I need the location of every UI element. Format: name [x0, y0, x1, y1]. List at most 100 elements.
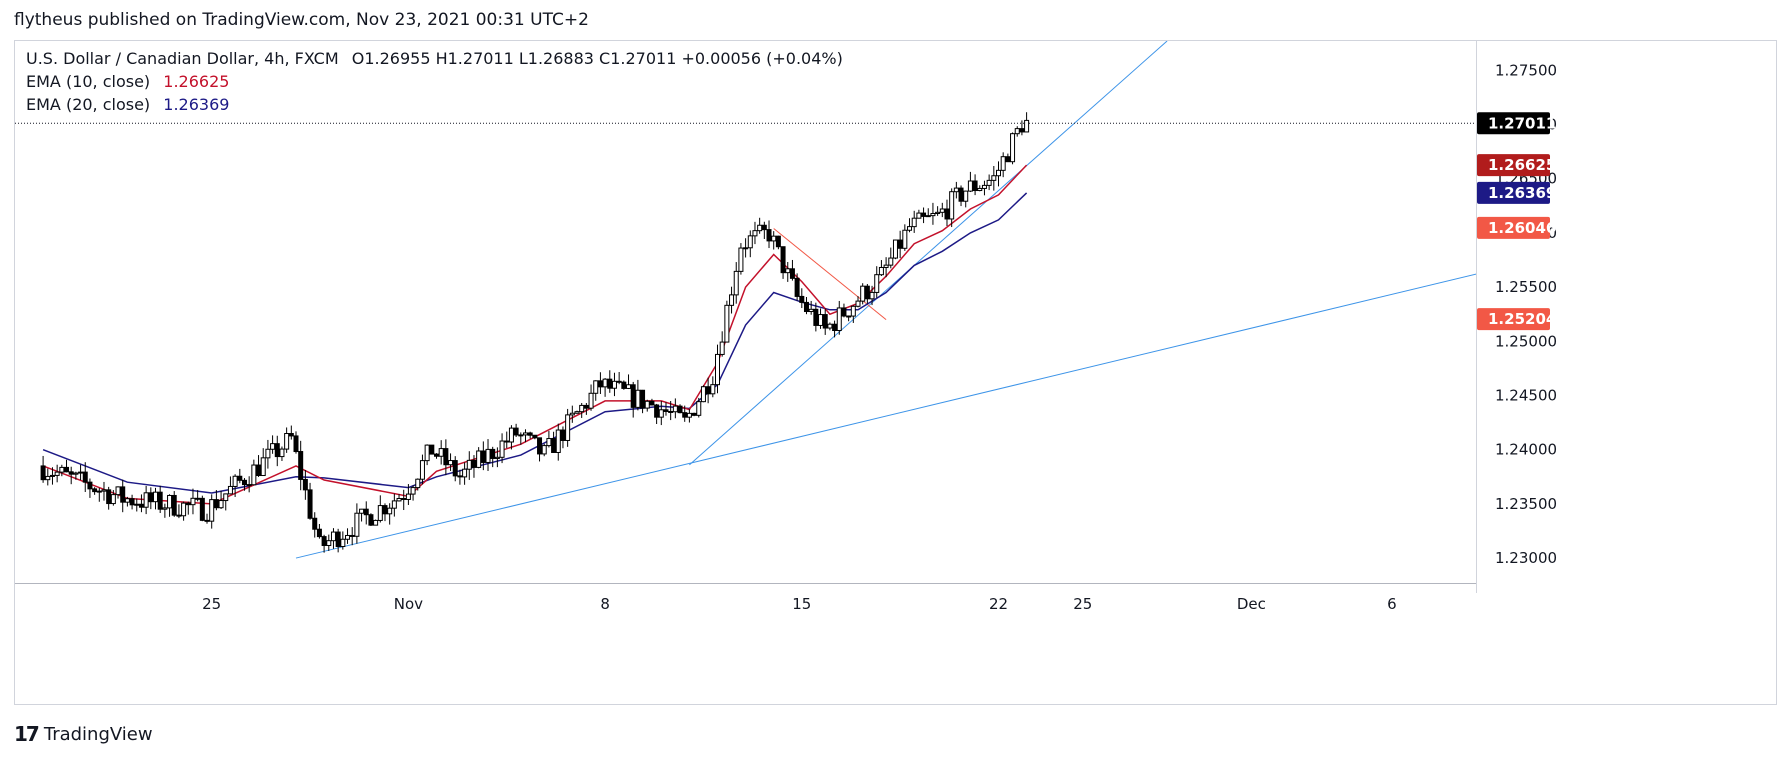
candle-body [1000, 156, 1006, 171]
candle-body [977, 187, 983, 192]
candle-body [330, 531, 336, 542]
candle-body [869, 291, 875, 300]
support-line-long [295, 273, 1476, 559]
candle-body [574, 411, 580, 414]
candle-body [405, 493, 411, 500]
tradingview-brand: TradingView [43, 723, 153, 745]
candle-body [49, 474, 55, 477]
candle-body [827, 323, 833, 329]
candle-body [789, 268, 795, 279]
legend-ema20-row[interactable]: EMA (20, close) 1.26369 [26, 95, 229, 114]
candle-body [321, 536, 327, 546]
candle-body [747, 235, 753, 249]
price-label: 1.26046 [1488, 219, 1556, 237]
candle-body [757, 224, 763, 232]
candle-body [939, 208, 945, 213]
candle-body [204, 519, 210, 522]
candle-body [1005, 156, 1011, 163]
candle-body [335, 531, 341, 547]
chart-frame[interactable]: 1.23000 1.23500 1.24000 1.24500 1.25000 1.255… [14, 40, 1777, 705]
candle-body [579, 404, 585, 413]
candle-body [270, 443, 276, 450]
candle-body [223, 493, 229, 502]
candle-body [967, 180, 973, 192]
candle-body [429, 444, 435, 455]
candle-body [190, 497, 196, 506]
candle-body [265, 448, 271, 459]
support-line-steep [689, 41, 1168, 466]
candle-body [349, 534, 355, 537]
price-label: 1.26369 [1488, 184, 1556, 202]
price-label-bg [1477, 112, 1550, 135]
candle-body [733, 270, 739, 296]
candle-body [705, 386, 711, 395]
candle-body [298, 451, 304, 480]
candle-body [981, 184, 987, 189]
candle-body [715, 353, 720, 386]
price-chart[interactable]: 1.23000 1.23500 1.24000 1.24500 1.25000 1.255… [15, 41, 1776, 704]
symbol-name[interactable]: U.S. Dollar / Canadian Dollar, 4h, FXCM [26, 49, 339, 68]
candle-body [185, 502, 191, 506]
candle-body [476, 450, 482, 468]
candle-body [480, 450, 486, 463]
candle-body [654, 404, 660, 418]
candle-body [597, 380, 603, 388]
price-tick-label: 1.27500 [1495, 61, 1557, 79]
candle-body [808, 308, 814, 313]
candle-body [354, 512, 360, 537]
ohlc-values: O1.26955 H1.27011 L1.26883 C1.27011 +0.0… [351, 49, 843, 68]
candle-body [284, 433, 290, 450]
candle-body [761, 224, 767, 231]
candle-body [424, 444, 430, 462]
candle-body [401, 497, 407, 500]
candle-body [45, 475, 51, 481]
candle-body [518, 434, 524, 437]
candle-body [232, 475, 238, 487]
price-label-bg [1477, 181, 1550, 204]
candle-body [96, 490, 102, 493]
candle-body [504, 440, 510, 443]
candle-body [991, 175, 997, 181]
candle-body [260, 457, 266, 477]
candle-body [157, 491, 163, 510]
candle-body [171, 494, 177, 516]
price-tick-label: 1.24500 [1495, 386, 1557, 404]
candle-body [115, 486, 121, 496]
candle-body [921, 212, 927, 217]
candle-body [457, 475, 463, 478]
candle-body [326, 540, 332, 546]
candle-body [621, 381, 627, 389]
candle-body [832, 323, 838, 331]
candle-body [59, 466, 65, 473]
candle-body [588, 392, 594, 409]
candle-body [167, 494, 173, 509]
candle-body [54, 471, 60, 476]
candle-body [302, 478, 308, 491]
legend-ema10-row[interactable]: EMA (10, close) 1.26625 [26, 72, 229, 91]
ema20-label: EMA (20, close) [26, 95, 151, 114]
candle-body [293, 435, 299, 453]
time-tick-label: Dec [1237, 595, 1266, 613]
candle-body [803, 301, 809, 313]
candle-body [181, 502, 187, 517]
candle-body [40, 465, 46, 481]
candle-body [794, 277, 800, 297]
candle-body [368, 514, 374, 526]
candle-body [410, 487, 416, 495]
ema10-line [42, 164, 1028, 505]
candle-body [237, 475, 243, 481]
candle-body [176, 514, 182, 517]
candle-body [110, 494, 116, 505]
candle-body [729, 294, 735, 306]
price-label-bg [1477, 154, 1550, 177]
candle-body [686, 412, 692, 418]
tradingview-logo[interactable]: 17 TradingView [14, 722, 153, 746]
candle-body [148, 492, 154, 503]
candle-body [434, 453, 439, 457]
candle-body [391, 500, 397, 509]
candle-body [124, 498, 130, 503]
candle-body [724, 304, 730, 343]
candle-body [700, 386, 706, 403]
time-tick-label: 15 [792, 595, 811, 613]
candle-body [274, 443, 280, 458]
